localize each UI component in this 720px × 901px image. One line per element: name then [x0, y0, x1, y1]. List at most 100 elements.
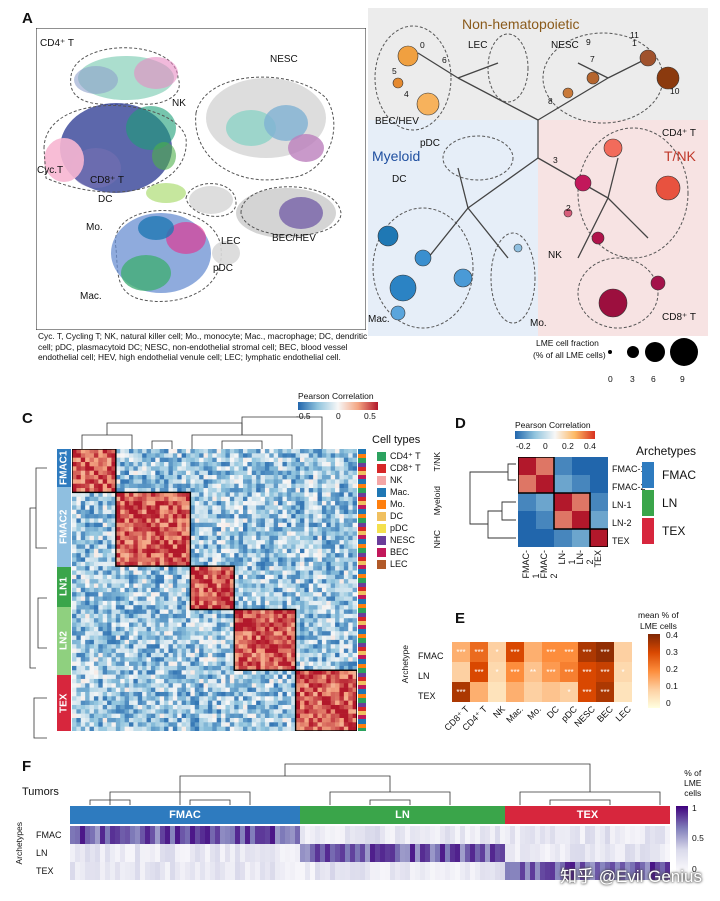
- tumor-archetype-cell: [470, 862, 476, 880]
- heatmap-cell: [234, 592, 239, 597]
- correlation-cell: [590, 457, 608, 475]
- heatmap-cell: [207, 462, 213, 467]
- heatmap-cell: [291, 544, 296, 550]
- heatmap-cell: [300, 605, 305, 610]
- heatmap-cell: [225, 605, 231, 610]
- heatmap-cell: [295, 462, 301, 467]
- heatmap-cell: [238, 683, 244, 688]
- size-legend-tick: 0: [608, 374, 613, 384]
- tree-label-cd8t: CD8⁺ T: [662, 312, 696, 323]
- heatmap-cell: [256, 496, 261, 502]
- heatmap-cell: [76, 579, 82, 584]
- umap-plot: [36, 28, 366, 330]
- heatmap-cell: [251, 674, 257, 680]
- heatmap-cell: [251, 670, 257, 675]
- heatmap-cell: [72, 514, 77, 519]
- heatmap-cell: [247, 470, 253, 476]
- heatmap-cell: [216, 574, 222, 580]
- heatmap-cell: [150, 722, 156, 727]
- heatmap-cell: [352, 713, 357, 719]
- tumor-archetype-cell: [275, 844, 281, 862]
- heatmap-cell: [102, 687, 108, 693]
- heatmap-cell: [348, 626, 353, 632]
- heatmap-cell: [181, 570, 187, 576]
- tree-label-dc: DC: [392, 174, 407, 185]
- heatmap-cell: [282, 540, 288, 545]
- heatmap-cell: [203, 626, 209, 632]
- heatmap-cell: [164, 622, 169, 628]
- heatmap-cell: [243, 475, 248, 480]
- heatmap-cell: [133, 674, 139, 680]
- heatmap-cell: [229, 579, 235, 584]
- heatmap-cell: [177, 704, 182, 710]
- heatmap-cell: [225, 726, 231, 731]
- heatmap-cell: [291, 453, 296, 458]
- heatmap-cell: [76, 596, 82, 602]
- heatmap-cell: [142, 652, 147, 658]
- heatmap-cell: [291, 661, 296, 667]
- heatmap-cell: [216, 722, 222, 727]
- heatmap-cell: [102, 453, 108, 458]
- heatmap-cell: [326, 470, 331, 476]
- heatmap-cell: [142, 518, 147, 524]
- row-label: FMAC-1: [612, 464, 646, 474]
- heatmap-cell: [155, 574, 160, 580]
- heatmap-cell: [330, 635, 336, 641]
- heatmap-cell: [321, 622, 327, 628]
- heatmap-cell: [142, 639, 147, 645]
- heatmap-cell: [72, 609, 77, 615]
- heatmap-cell: [339, 639, 345, 645]
- heatmap-cell: [207, 548, 213, 554]
- heatmap-cell: [256, 483, 261, 489]
- heatmap-cell: [339, 600, 345, 606]
- tumor-archetype-cell: [570, 826, 576, 844]
- tumor-archetype-cell: [420, 826, 426, 844]
- heatmap-cell: [317, 509, 323, 515]
- heatmap-cell: [339, 514, 345, 519]
- heatmap-cell: [203, 687, 209, 693]
- heatmap-cell: [199, 722, 204, 727]
- heatmap-cell: [111, 574, 117, 580]
- heatmap-cell: [80, 683, 86, 688]
- heatmap-cell: [72, 648, 77, 654]
- heatmap-cell: [107, 665, 112, 671]
- heatmap-cell: [339, 570, 345, 576]
- heatmap-cell: [216, 639, 222, 645]
- heatmap-cell: [133, 717, 139, 723]
- heatmap-cell: [278, 661, 283, 667]
- heatmap-cell: [321, 726, 327, 731]
- heatmap-cell: [260, 535, 266, 541]
- heatmap-cell: [181, 501, 187, 506]
- heatmap-cell: [286, 687, 292, 693]
- heatmap-cell: [107, 661, 112, 667]
- heatmap-cell: [129, 479, 134, 485]
- heatmap-cell: [308, 553, 314, 558]
- heatmap-cell: [308, 548, 314, 554]
- heatmap-cell: [343, 583, 349, 589]
- tumor-archetype-cell: [315, 844, 321, 862]
- heatmap-cell: [234, 596, 239, 602]
- correlation-cell: [572, 457, 590, 475]
- heatmap-cell: [146, 574, 152, 580]
- heatmap-cell: [93, 691, 99, 697]
- heatmap-cell: [164, 726, 169, 731]
- heatmap-cell: [98, 726, 103, 731]
- heatmap-cell: [186, 492, 191, 498]
- heatmap-cell: [155, 709, 160, 714]
- tumor-archetype-cell: [520, 862, 526, 880]
- heatmap-cell: [159, 514, 165, 519]
- heatmap-cell: [313, 496, 318, 502]
- heatmap-cell: [181, 631, 187, 636]
- heatmap-cell: [335, 566, 340, 571]
- heatmap-cell: [98, 514, 103, 519]
- heatmap-cell: [300, 583, 305, 589]
- heatmap-cell: [115, 678, 121, 684]
- heatmap-cell: [203, 488, 209, 493]
- heatmap-cell: [142, 648, 147, 654]
- heatmap-cell: [278, 466, 283, 471]
- heatmap-cell: [243, 553, 248, 558]
- heatmap-cell: [129, 570, 134, 576]
- heatmap-cell: [133, 509, 139, 515]
- heatmap-cell: [76, 583, 82, 589]
- heatmap-cell: [256, 535, 261, 541]
